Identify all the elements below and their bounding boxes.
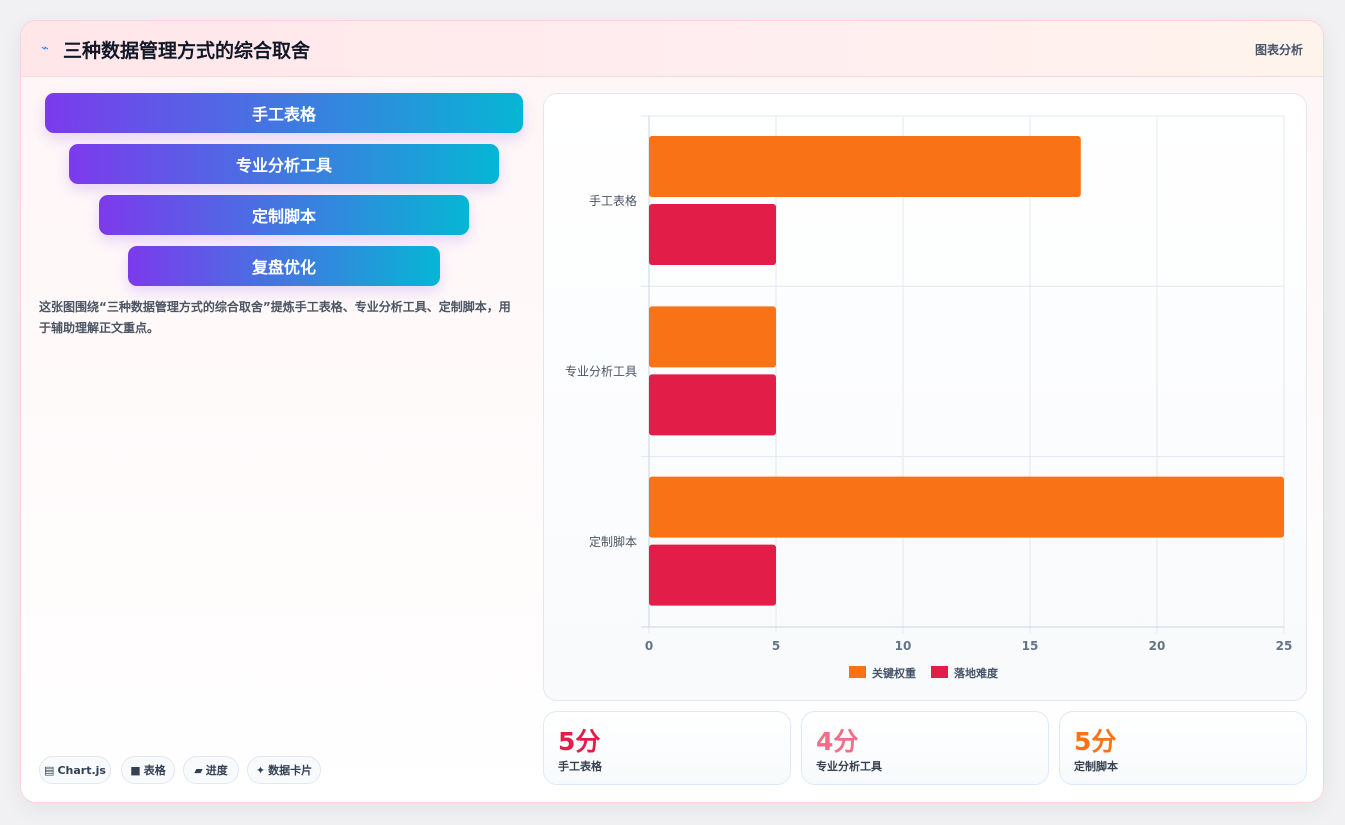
bar-difficulty <box>649 374 776 436</box>
chart-panel: 0 5 10 15 20 25 手工表格专业分析工具定制脚本关键权重 落地难度 <box>543 93 1307 701</box>
chart-icon: ▤ <box>44 763 55 777</box>
x-tick-label: 25 <box>1276 639 1293 653</box>
stat-card-tools: 4分 专业分析工具 <box>801 711 1049 785</box>
header-tag: 图表分析 <box>1254 43 1303 57</box>
x-tick-label: 10 <box>895 639 912 653</box>
header: ⌁ 三种数据管理方式的综合取舍 图表分析 <box>21 21 1323 77</box>
bar-difficulty <box>649 544 776 606</box>
bar-weight <box>649 306 776 368</box>
stat-value: 5分 <box>558 727 601 756</box>
stat-label: 专业分析工具 <box>816 760 882 773</box>
chip-label: Chart.js <box>57 763 106 777</box>
chip-table[interactable]: ■ 表格 <box>121 756 175 784</box>
x-tick-label: 5 <box>772 639 780 653</box>
chip-label: 表格 <box>143 764 166 777</box>
chart-spark-icon: ⌁ <box>41 41 49 56</box>
bar-difficulty <box>649 204 776 265</box>
page-title: 三种数据管理方式的综合取舍 <box>63 40 311 62</box>
stat-label: 手工表格 <box>558 760 602 773</box>
funnel-item-tools: 专业分析工具 <box>69 144 499 184</box>
legend-swatch <box>849 666 866 678</box>
x-tick-label: 0 <box>645 639 653 653</box>
funnel-item-review: 复盘优化 <box>128 246 440 286</box>
y-tick-label: 手工表格 <box>589 193 637 208</box>
description-text: 这张图围绕“三种数据管理方式的综合取舍”提炼手工表格、专业分析工具、定制脚本，用… <box>39 300 511 335</box>
y-tick-label: 专业分析工具 <box>565 364 637 379</box>
legend-swatch <box>931 666 948 678</box>
chip-label: 进度 <box>205 764 228 777</box>
chip-label: 数据卡片 <box>268 764 313 777</box>
chip-data-card[interactable]: ✦ 数据卡片 <box>247 756 321 784</box>
chip-chartjs[interactable]: ▤ Chart.js <box>39 756 111 784</box>
y-tick-label: 定制脚本 <box>589 534 637 549</box>
bar-weight <box>649 476 1284 538</box>
stat-card-manual: 5分 手工表格 <box>543 711 791 785</box>
stat-card-script: 5分 定制脚本 <box>1059 711 1307 785</box>
stat-value: 5分 <box>1074 727 1117 756</box>
funnel-item-script: 定制脚本 <box>99 195 469 235</box>
funnel-item-manual: 手工表格 <box>45 93 523 133</box>
table-icon: ■ <box>130 763 141 777</box>
bar-weight <box>649 136 1081 197</box>
x-tick-label: 15 <box>1022 639 1039 653</box>
main-card: ⌁ 三种数据管理方式的综合取舍 图表分析 手工表格 专业分析工具 定制脚本 复盘… <box>20 20 1324 803</box>
sparkle-icon: ✦ <box>255 763 266 777</box>
chip-progress[interactable]: ▰ 进度 <box>183 756 239 784</box>
stat-value: 4分 <box>816 727 859 756</box>
stat-label: 定制脚本 <box>1074 760 1118 773</box>
progress-icon: ▰ <box>194 763 203 777</box>
legend-label: 落地难度 <box>954 666 999 680</box>
x-tick-label: 20 <box>1149 639 1166 653</box>
legend-label: 关键权重 <box>872 666 916 680</box>
